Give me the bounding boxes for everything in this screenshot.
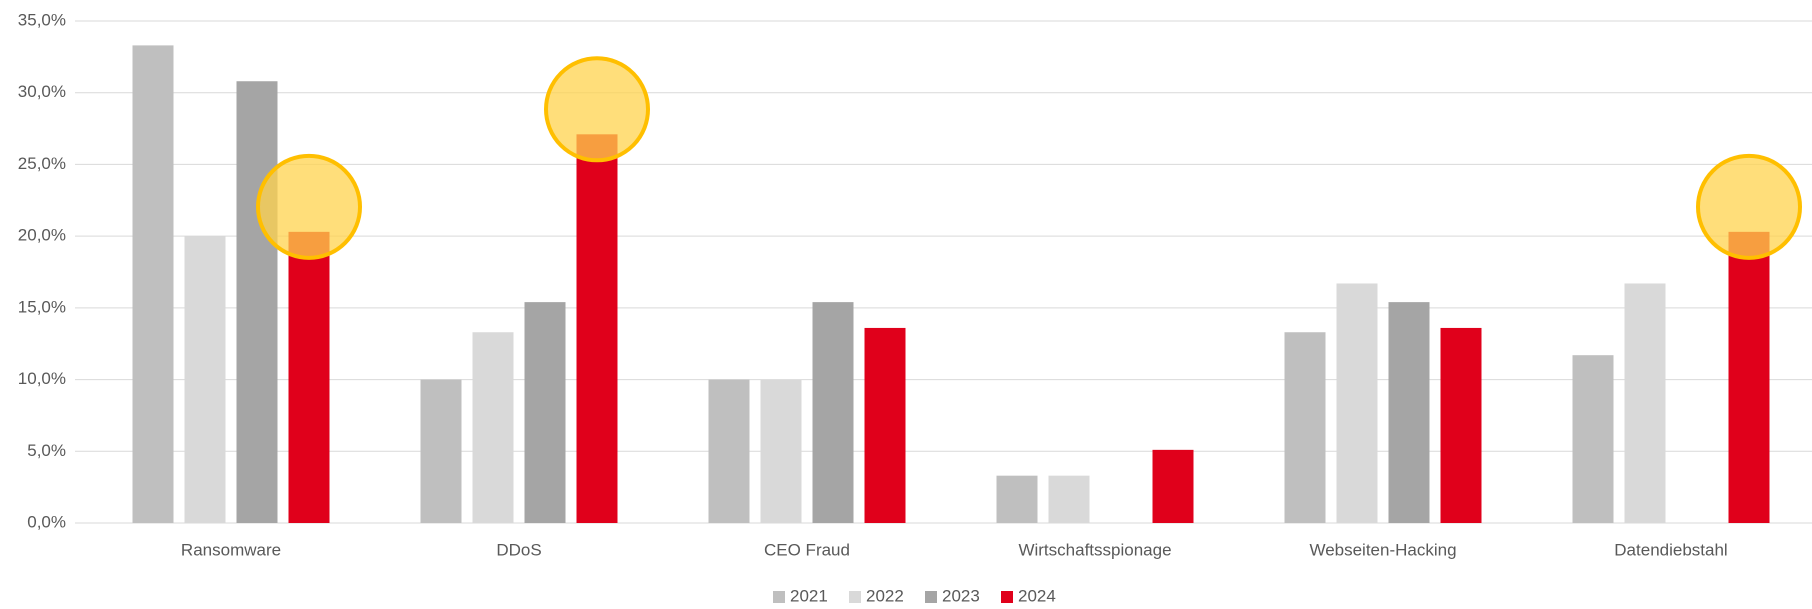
- y-tick-label: 30,0%: [18, 82, 66, 101]
- x-tick-label: DDoS: [496, 540, 541, 559]
- bar: [132, 45, 174, 523]
- x-tick-label: Webseiten-Hacking: [1309, 540, 1456, 559]
- y-tick-label: 15,0%: [18, 297, 66, 316]
- legend-swatch: [1001, 591, 1013, 603]
- bar: [1048, 475, 1090, 523]
- bar: [812, 302, 854, 523]
- x-tick-label: Datendiebstahl: [1614, 540, 1727, 559]
- highlight-circle: [1696, 153, 1802, 260]
- y-tick-label: 0,0%: [27, 512, 66, 531]
- bar: [1728, 231, 1770, 523]
- legend-label: 2022: [866, 586, 904, 605]
- y-tick-label: 20,0%: [18, 226, 66, 245]
- y-tick-label: 5,0%: [27, 441, 66, 460]
- bar: [524, 302, 566, 523]
- legend-label: 2021: [790, 586, 828, 605]
- bar: [236, 81, 278, 524]
- bar: [420, 379, 462, 523]
- bar: [1336, 283, 1378, 523]
- legend-swatch: [849, 591, 861, 603]
- bar: [760, 379, 802, 523]
- legend-swatch: [925, 591, 937, 603]
- bar: [1388, 302, 1430, 523]
- bar: [288, 231, 330, 523]
- x-tick-label: Wirtschaftsspionage: [1018, 540, 1171, 559]
- bar: [472, 332, 514, 523]
- bar: [1440, 327, 1482, 523]
- y-tick-label: 10,0%: [18, 369, 66, 388]
- y-tick-label: 35,0%: [18, 10, 66, 29]
- y-tick-label: 25,0%: [18, 154, 66, 173]
- bar: [864, 327, 906, 523]
- highlight-circle: [544, 56, 650, 163]
- bar: [1152, 449, 1194, 523]
- x-tick-label: CEO Fraud: [764, 540, 850, 559]
- bar: [996, 475, 1038, 523]
- legend-label: 2023: [942, 586, 980, 605]
- bar: [1284, 332, 1326, 523]
- legend-label: 2024: [1018, 586, 1056, 605]
- legend-swatch: [773, 591, 785, 603]
- highlight-circle: [256, 153, 362, 260]
- bar: [184, 236, 226, 523]
- bar: [708, 379, 750, 523]
- bar: [576, 134, 618, 523]
- bar: [1624, 283, 1666, 523]
- bar: [1572, 355, 1614, 523]
- x-tick-label: Ransomware: [181, 540, 281, 559]
